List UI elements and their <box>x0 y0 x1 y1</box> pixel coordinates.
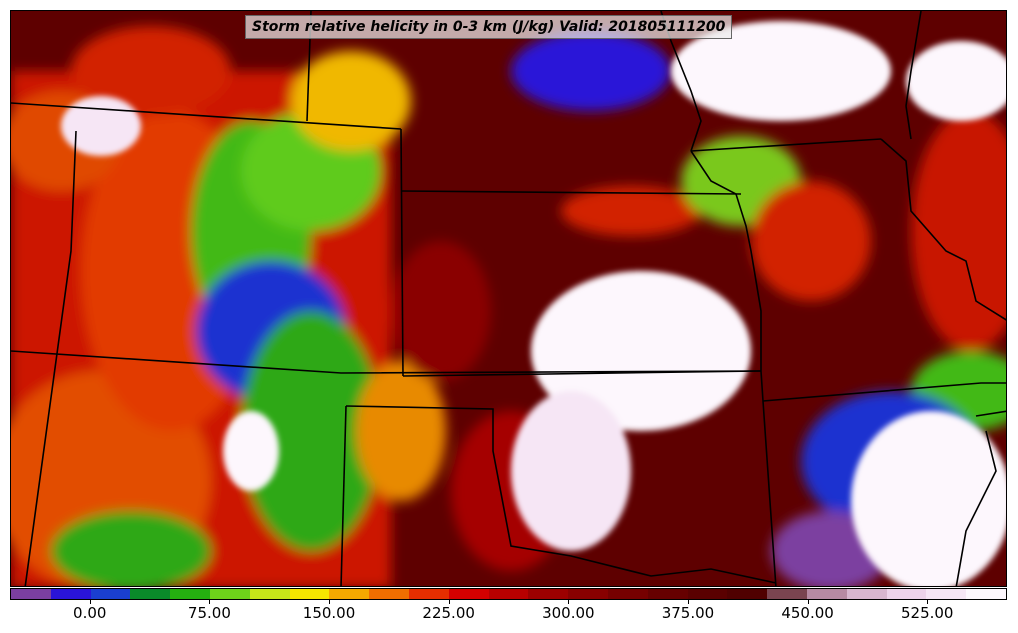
map-title: Storm relative helicity in 0-3 km (J/kg)… <box>245 15 733 39</box>
colorbar-segment <box>90 589 131 599</box>
colorbar-segment <box>727 589 768 599</box>
colorbar-segment <box>528 589 569 599</box>
colorbar-tick <box>329 600 331 604</box>
colorbar-tick-label: 450.00 <box>781 604 834 622</box>
colorbar-tick <box>807 600 809 604</box>
colorbar-tick-label: 525.00 <box>900 604 954 622</box>
colorbar-segment <box>647 589 688 599</box>
colorbar-tick-label: 150.00 <box>302 604 356 622</box>
colorbar-segment <box>11 589 51 599</box>
colorbar-segment <box>289 589 330 599</box>
colorbar-tick <box>448 600 450 604</box>
colorbar-tick-label: 300.00 <box>542 604 595 622</box>
colorbar-segment <box>369 589 409 599</box>
colorbar-ticks: 0.00 75.00 150.00 225.00 300.00 375.00 450.00 5… <box>10 600 1007 630</box>
helicity-field <box>11 11 1006 586</box>
colorbar-segment <box>568 589 608 599</box>
colorbar-segment <box>926 589 967 599</box>
colorbar-tick-label: 225.00 <box>422 604 475 622</box>
colorbar-segment <box>130 589 171 599</box>
helicity-map <box>10 10 1007 587</box>
colorbar-tick <box>687 600 689 604</box>
colorbar-tick-label: 0.00 <box>73 604 107 622</box>
colorbar-segment <box>806 589 847 599</box>
colorbar-tick-label: 375.00 <box>661 604 715 622</box>
colorbar-tick <box>89 600 91 604</box>
colorbar-segment <box>607 589 648 599</box>
colorbar-tick <box>209 600 211 604</box>
colorbar-segment <box>687 589 728 599</box>
colorbar-tick-label: 75.00 <box>187 604 231 622</box>
colorbar-segment <box>170 589 210 599</box>
colorbar-tick <box>568 600 570 604</box>
colorbar-segment <box>488 589 529 599</box>
colorbar-segment <box>846 589 887 599</box>
colorbar-segment <box>209 589 250 599</box>
colorbar-segment <box>50 589 91 599</box>
colorbar-segment <box>329 589 370 599</box>
colorbar-segment <box>767 589 807 599</box>
colorbar-segment <box>249 589 290 599</box>
colorbar-segment <box>886 589 927 599</box>
colorbar-tick <box>927 600 929 604</box>
colorbar <box>10 588 1007 600</box>
colorbar-segment <box>408 589 449 599</box>
colorbar-segment <box>966 589 1006 599</box>
colorbar-segment <box>448 589 489 599</box>
